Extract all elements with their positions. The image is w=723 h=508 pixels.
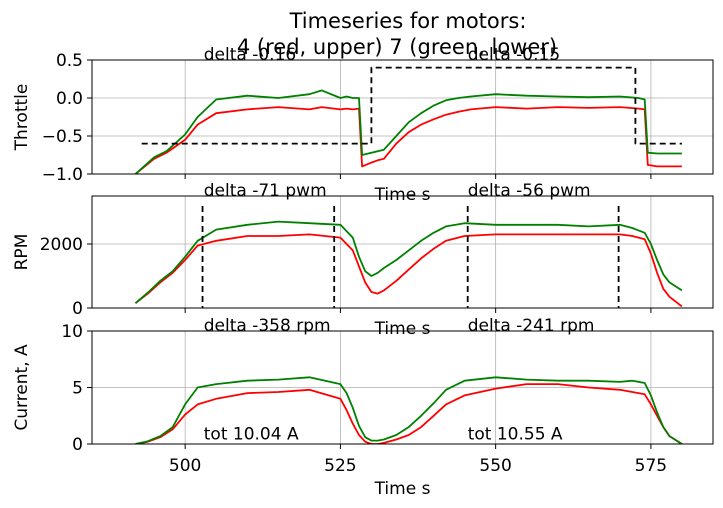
y-tick-label: 2000 xyxy=(40,235,83,255)
x-tick-label: 550 xyxy=(479,456,511,476)
plot-area xyxy=(134,206,683,308)
axes-frame xyxy=(91,330,714,445)
annotation-text: delta -241 rpm xyxy=(468,316,595,336)
x-axis-label: Time s xyxy=(374,479,431,499)
rpm-panel: 0 2000 RPM delta -71 pwm delta -56 pwm Time s xyxy=(12,181,714,339)
red-series-line xyxy=(134,106,682,174)
reference-dashed-line xyxy=(141,66,682,145)
red-series-line xyxy=(134,233,683,308)
plot-area xyxy=(134,66,682,174)
y-axis-label: Current, A xyxy=(12,344,32,431)
throttle-panel: −1.0 −0.5 0.0 0.5 Throttle delta -0.16 delta -… xyxy=(12,45,714,205)
annotation-text: tot 10.55 A xyxy=(468,425,563,445)
figure-title-line1: Timeseries for motors: xyxy=(289,9,527,33)
red-series-line xyxy=(135,383,683,444)
y-tick-label: 0.5 xyxy=(56,51,83,71)
green-series-line xyxy=(134,220,683,304)
plot-area xyxy=(135,376,683,444)
y-tick-label: 10 xyxy=(61,322,83,342)
annotation-text: delta -0.16 xyxy=(204,45,296,65)
figure-title-line2: 4 (red, upper) 7 (green, lower) xyxy=(237,35,557,59)
y-tick-label: 5 xyxy=(72,379,83,399)
annotation-text: delta -56 pwm xyxy=(468,181,591,201)
y-tick-label: 0 xyxy=(72,435,83,455)
x-axis-label: Time s xyxy=(374,319,431,339)
y-tick-label: −1.0 xyxy=(42,165,83,185)
green-series-line xyxy=(135,376,683,444)
y-tick-label: 0.0 xyxy=(56,89,83,109)
green-series-line xyxy=(134,89,682,174)
y-tick-label: 0 xyxy=(72,299,83,319)
y-axis-label: Throttle xyxy=(12,84,32,152)
axes-frame xyxy=(91,59,714,175)
current-panel: 0 5 10 500 525 550 575 Current, A delta -358 rpm… xyxy=(12,316,714,499)
annotation-text: delta -0.15 xyxy=(468,45,560,65)
annotation-text: delta -358 rpm xyxy=(204,316,331,336)
x-axis-label: Time s xyxy=(374,185,431,205)
y-axis-label: RPM xyxy=(12,234,32,271)
annotation-text: delta -71 pwm xyxy=(204,181,327,201)
x-tick-label: 500 xyxy=(169,456,201,476)
x-tick-label: 525 xyxy=(324,456,356,476)
axes-frame xyxy=(91,195,714,309)
annotation-text: tot 10.04 A xyxy=(204,425,299,445)
y-tick-label: −0.5 xyxy=(42,127,83,147)
x-tick-label: 575 xyxy=(635,456,667,476)
